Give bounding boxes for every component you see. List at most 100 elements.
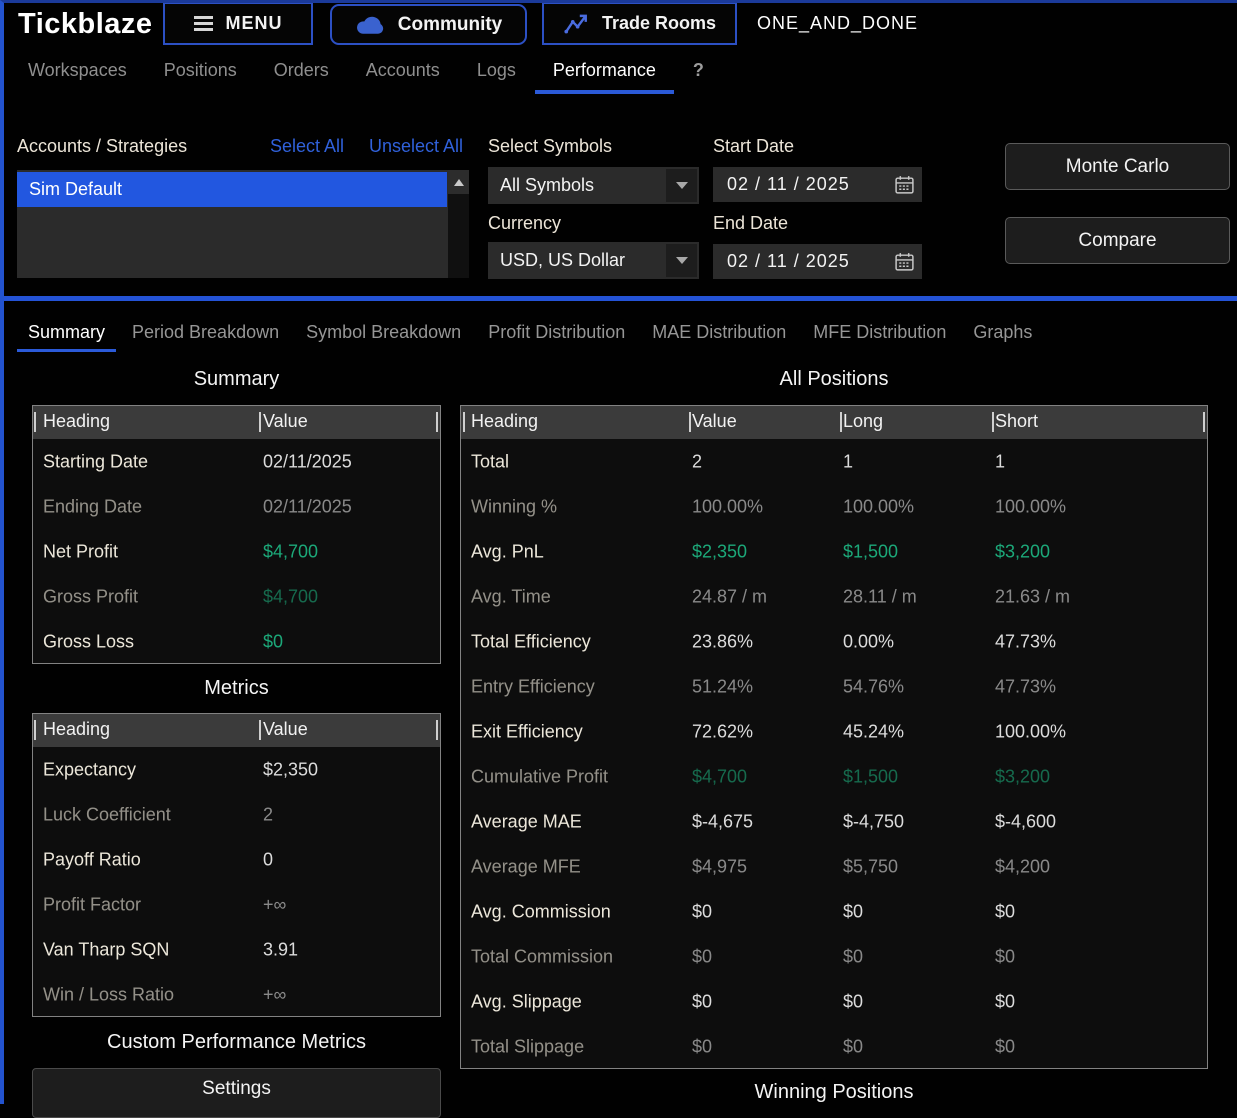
summary-table-header: Heading Value xyxy=(33,406,440,439)
table-row: Total 2 1 1 xyxy=(461,439,1207,484)
table-row: Average MAE $-4,675 $-4,750 $-4,600 xyxy=(461,799,1207,844)
all-positions-title: All Positions xyxy=(779,368,889,390)
scroll-up-button[interactable] xyxy=(448,170,469,194)
row-value: 100.00% xyxy=(692,496,764,516)
row-value: $0 xyxy=(692,991,713,1011)
row-long: $5,750 xyxy=(843,856,899,876)
table-row: Winning % 100.00% 100.00% 100.00% xyxy=(461,484,1207,529)
row-label: Expectancy xyxy=(43,759,137,779)
main-nav: Workspaces Positions Orders Accounts Log… xyxy=(28,60,704,94)
table-row: Starting Date 02/11/2025 xyxy=(33,439,440,484)
tab-graphs[interactable]: Graphs xyxy=(973,322,1033,342)
row-label: Total Efficiency xyxy=(471,631,591,651)
row-long: 54.76% xyxy=(843,676,905,696)
symbols-dropdown-arrow[interactable] xyxy=(666,169,697,202)
row-short: $3,200 xyxy=(995,541,1051,561)
row-value: $4,700 xyxy=(263,541,319,561)
calendar-icon[interactable] xyxy=(894,251,915,272)
metrics-section-title: Metrics xyxy=(204,677,269,699)
row-label: Average MFE xyxy=(471,856,581,876)
row-label: Van Tharp SQN xyxy=(43,939,170,959)
table-row: Gross Profit $4,700 xyxy=(33,574,440,619)
summary-table-body: Starting Date 02/11/2025 Ending Date 02/… xyxy=(33,439,440,664)
unselect-all-link[interactable]: Unselect All xyxy=(369,136,464,156)
row-label: Avg. Slippage xyxy=(471,991,582,1011)
all-positions-table: Heading Value Long Short Total 2 1 1 Win… xyxy=(460,405,1208,1069)
row-label: Payoff Ratio xyxy=(43,849,141,869)
list-item-sim-default[interactable]: Sim Default xyxy=(17,172,447,207)
table-row: Net Profit $4,700 xyxy=(33,529,440,574)
tab-profit-distribution[interactable]: Profit Distribution xyxy=(488,322,626,342)
nav-item-positions[interactable]: Positions xyxy=(163,60,237,80)
nav-item-performance[interactable]: Performance xyxy=(534,60,674,94)
row-label: Avg. PnL xyxy=(471,541,544,561)
row-long: $0 xyxy=(843,991,864,1011)
tab-mfe-distribution[interactable]: MFE Distribution xyxy=(813,322,947,342)
question-mark-icon[interactable]: ? xyxy=(692,60,704,80)
accounts-listbox[interactable]: Sim Default xyxy=(17,170,469,278)
row-value: 0 xyxy=(263,849,274,869)
row-short: 1 xyxy=(995,451,1006,471)
row-short: $4,200 xyxy=(995,856,1051,876)
start-date-input[interactable]: 02 / 11 / 2025 xyxy=(713,167,922,202)
compare-button[interactable]: Compare xyxy=(1005,217,1230,264)
row-long: 0.00% xyxy=(843,631,895,651)
row-label: Starting Date xyxy=(43,451,149,471)
tab-symbol-breakdown[interactable]: Symbol Breakdown xyxy=(306,322,462,342)
table-row: Win / Loss Ratio +∞ xyxy=(33,972,440,1017)
column-separator xyxy=(34,720,36,740)
panel-divider xyxy=(0,296,1237,301)
column-header-value: Value xyxy=(692,411,737,431)
table-row: Avg. Commission $0 $0 $0 xyxy=(461,889,1207,934)
symbols-dropdown[interactable]: All Symbols xyxy=(488,167,699,204)
row-long: 1 xyxy=(843,451,854,471)
row-value: $2,350 xyxy=(692,541,748,561)
row-long: $0 xyxy=(843,901,864,921)
row-label: Avg. Time xyxy=(471,586,551,606)
listbox-scrollbar[interactable] xyxy=(448,170,469,278)
monte-carlo-button[interactable]: Monte Carlo xyxy=(1005,143,1230,190)
settings-button[interactable]: Settings xyxy=(32,1068,441,1118)
row-label: Gross Profit xyxy=(43,586,139,606)
row-value: +∞ xyxy=(263,984,287,1004)
row-value: +∞ xyxy=(263,894,287,914)
tab-period-breakdown[interactable]: Period Breakdown xyxy=(132,322,280,342)
chevron-down-icon xyxy=(675,182,688,189)
row-value: $2,350 xyxy=(263,759,319,779)
column-header-short: Short xyxy=(995,411,1039,431)
row-label: Net Profit xyxy=(43,541,119,561)
nav-item-orders[interactable]: Orders xyxy=(273,60,329,80)
community-button[interactable]: Community xyxy=(330,4,527,45)
row-value: 72.62% xyxy=(692,721,754,741)
trade-rooms-button[interactable]: Trade Rooms xyxy=(542,2,737,45)
calendar-icon[interactable] xyxy=(894,174,915,195)
trade-rooms-button-label: Trade Rooms xyxy=(601,13,717,33)
select-all-link[interactable]: Select All xyxy=(270,136,345,156)
table-row: Entry Efficiency 51.24% 54.76% 47.73% xyxy=(461,664,1207,709)
column-separator xyxy=(259,720,261,740)
row-value: $4,975 xyxy=(692,856,748,876)
row-label: Exit Efficiency xyxy=(471,721,583,741)
currency-dropdown[interactable]: USD, US Dollar xyxy=(488,242,699,279)
currency-dropdown-arrow[interactable] xyxy=(666,244,697,277)
row-value: $0 xyxy=(263,631,284,651)
table-row: Total Commission $0 $0 $0 xyxy=(461,934,1207,979)
end-date-input[interactable]: 02 / 11 / 2025 xyxy=(713,244,922,279)
row-value: $0 xyxy=(692,1036,713,1056)
nav-item-accounts[interactable]: Accounts xyxy=(365,60,440,80)
tab-mae-distribution[interactable]: MAE Distribution xyxy=(652,322,787,342)
column-separator xyxy=(1203,412,1205,432)
column-separator xyxy=(992,412,994,432)
nav-item-logs[interactable]: Logs xyxy=(476,60,516,80)
row-label: Win / Loss Ratio xyxy=(43,984,175,1004)
row-value: $0 xyxy=(692,946,713,966)
row-long: 28.11 / m xyxy=(843,586,917,606)
table-row: Avg. Slippage $0 $0 $0 xyxy=(461,979,1207,1024)
tab-summary[interactable]: Summary xyxy=(17,322,117,352)
active-tab-underline xyxy=(17,349,117,352)
column-header-heading: Heading xyxy=(471,411,539,431)
menu-button[interactable]: MENU xyxy=(163,2,313,45)
nav-item-workspaces[interactable]: Workspaces xyxy=(28,60,127,80)
column-header-heading: Heading xyxy=(43,719,111,739)
row-long: $1,500 xyxy=(843,541,899,561)
